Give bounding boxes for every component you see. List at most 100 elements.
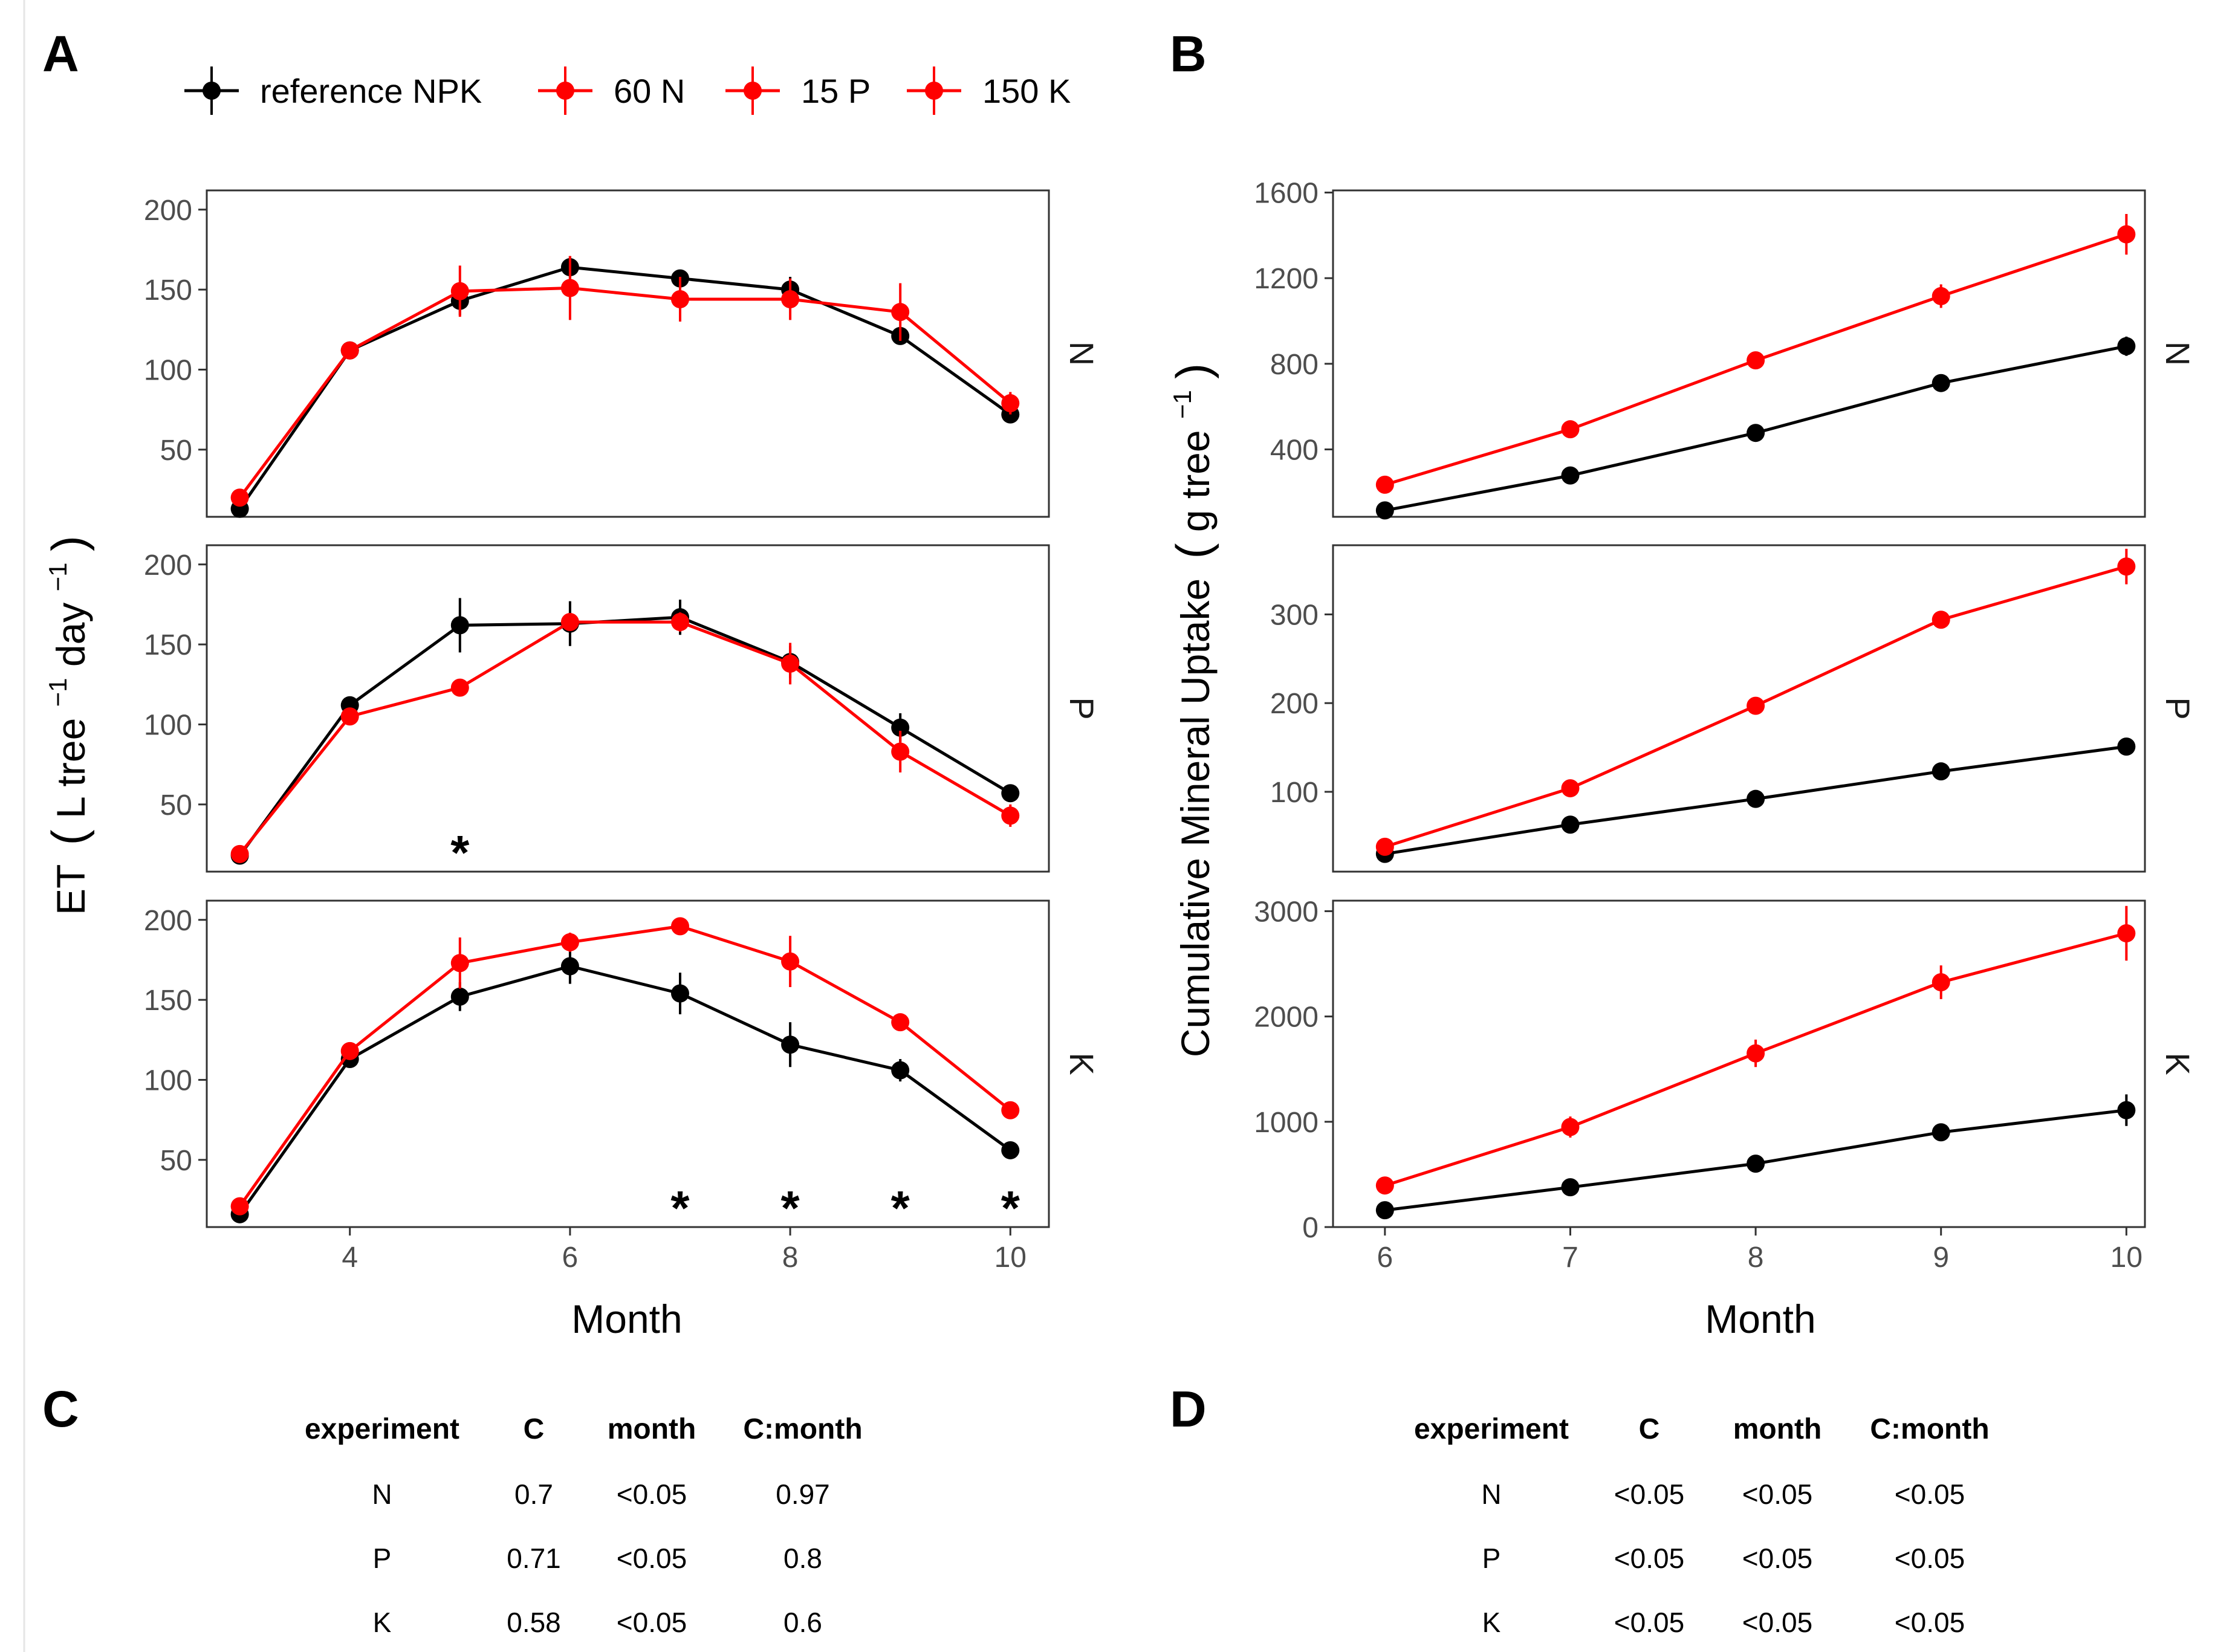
panel-a-x-tick-label: 10: [994, 1242, 1027, 1274]
table-c-cell: 0.6: [783, 1607, 822, 1638]
panel-a-data-point: [340, 341, 359, 360]
panel-b-series-reference: [1375, 1094, 2136, 1220]
panel-a-label: A: [42, 25, 79, 82]
table-c-cell: 0.8: [783, 1543, 822, 1574]
panel-a-y-tick-label: 50: [160, 1145, 192, 1177]
panel-a-facet-k: 50 100 150 200 4 6 8 10 K * * * *: [144, 899, 1101, 1274]
panel-a-strip-label: P: [1063, 697, 1101, 719]
table-c-cell: K: [373, 1607, 392, 1638]
table-d-cell: <0.05: [1895, 1543, 1965, 1574]
table-c-cell: 0.7: [514, 1479, 553, 1510]
panel-b-data-point: [1375, 1201, 1394, 1220]
panel-b-data-point: [1561, 1118, 1580, 1136]
panel-b-strip-label: N: [2159, 342, 2197, 366]
panel-a-data-point: [560, 957, 579, 976]
panel-b-y-tick-label: 2000: [1254, 1002, 1319, 1034]
legend-label: 60 N: [614, 72, 685, 110]
table-c-cell: 0.97: [776, 1479, 830, 1510]
table-d-cell: <0.05: [1614, 1543, 1684, 1574]
panel-a-facet-frame: [206, 899, 1050, 1228]
panel-b-data-point: [1561, 466, 1580, 485]
panel-b-facet-p: 100 200 300 P: [1270, 544, 2197, 873]
panel-a-y-tick-label: 50: [160, 435, 192, 467]
panel-a-facet-frame: [206, 544, 1050, 873]
table-c-row: K 0.58 <0.05 0.6: [373, 1607, 822, 1638]
panel-b-data-point: [1561, 815, 1580, 834]
panel-a-y-tick-label: 200: [144, 195, 192, 227]
legend-label: 150 K: [982, 72, 1071, 110]
panel-a-series-line: [238, 615, 1011, 857]
y-label-b-e1: −1: [1168, 390, 1196, 419]
panel-a-series-line: [238, 965, 1011, 1216]
table-d-cell: <0.05: [1614, 1607, 1684, 1638]
panel-a: A reference NPK 60 N 15 P 150 K 50 100 150 200…: [42, 25, 1101, 1341]
table-c-header-cell: month: [608, 1413, 696, 1445]
panel-b-data-point: [1932, 287, 1950, 305]
panel-a-data-point: [1001, 394, 1020, 413]
table-c-row: P 0.71 <0.05 0.8: [373, 1543, 822, 1574]
panel-b-data-point: [1375, 501, 1394, 520]
panel-b-data-point: [1932, 611, 1950, 629]
panel-a-data-point: [670, 984, 689, 1003]
panel-a-y-tick-label: 100: [144, 354, 192, 386]
y-label-b-paren-l: (: [1166, 543, 1219, 559]
panel-b-data-point: [1932, 374, 1950, 392]
panel-a-data-point: [891, 1013, 910, 1032]
panel-a-y-tick-label: 150: [144, 274, 192, 306]
table-d-row: N <0.05 <0.05 <0.05: [1481, 1479, 1965, 1510]
table-d-cell: <0.05: [1742, 1543, 1812, 1574]
panel-a-y-tick-label: 200: [144, 549, 192, 581]
legend-entry: 15 P: [725, 66, 871, 115]
panel-b-facet-n: 400 800 1200 1600 N: [1254, 178, 2197, 520]
panel-b-y-tick-label: 100: [1270, 777, 1319, 809]
panel-a-series-line: [238, 287, 1011, 499]
panel-b-series-treatment: [1375, 548, 2136, 856]
panel-a-data-point: [1001, 1141, 1020, 1159]
panel-a-data-point: [781, 290, 800, 308]
y-label-b-pre: Cumulative Mineral Uptake: [1173, 578, 1218, 1057]
panel-b-label: B: [1170, 25, 1207, 82]
panel-b-y-tick-label: 400: [1270, 434, 1319, 466]
panel-b-data-point: [1747, 351, 1765, 370]
panel-a-legend: reference NPK 60 N 15 P 150 K: [184, 66, 1071, 115]
panel-a-data-point: [450, 282, 469, 300]
panel-a-series-line: [238, 924, 1011, 1208]
table-c-row: N 0.7 <0.05 0.97: [372, 1479, 829, 1510]
y-label-a-e1: −1: [44, 678, 72, 707]
panel-a-x-tick-label: 8: [782, 1242, 799, 1274]
table-d-cell: <0.05: [1614, 1479, 1684, 1510]
panel-a-x-axis-label: Month: [571, 1297, 682, 1341]
table-c-header-cell: C:month: [743, 1413, 862, 1445]
panel-d-label: D: [1170, 1381, 1207, 1437]
panel-b-series-treatment: [1375, 905, 2136, 1195]
panel-b-data-point: [1932, 1123, 1950, 1142]
table-d-cell: K: [1482, 1607, 1501, 1638]
panel-a-data-point: [781, 952, 800, 971]
panel-b-data-point: [2117, 557, 2136, 576]
panel-a-data-point: [450, 954, 469, 973]
panel-b: B 400 800 1200 1600 N 100 200 300 P 0 1000 2000 3000…: [1155, 25, 2197, 1341]
panel-b-y-axis-label: Cumulative Mineral Uptake ( g tree −1 ): [1155, 363, 1219, 1057]
panel-b-data-point: [1932, 973, 1950, 991]
panel-a-data-point: [781, 654, 800, 673]
panel-b-y-tick-label: 1000: [1254, 1107, 1319, 1139]
panel-b-data-point: [2117, 337, 2136, 355]
table-d-cell: N: [1481, 1479, 1501, 1510]
panel-a-data-point: [891, 742, 910, 761]
panel-b-data-point: [1747, 424, 1765, 442]
table-d-cell: P: [1482, 1543, 1501, 1574]
y-label-a-pre: ET: [48, 865, 93, 915]
panel-a-y-tick-label: 150: [144, 629, 192, 661]
panel-a-data-point: [450, 616, 469, 635]
panel-a-data-point: [230, 844, 249, 863]
panel-b-data-point: [2117, 924, 2136, 942]
panel-b-data-point: [2117, 737, 2136, 756]
y-label-a-paren-r: ): [42, 536, 95, 551]
panel-b-data-point: [1747, 696, 1765, 715]
panel-b-data-point: [2117, 225, 2136, 244]
panel-a-significance-star: *: [781, 1181, 800, 1235]
table-d-cell: <0.05: [1742, 1607, 1812, 1638]
panel-a-data-point: [670, 290, 689, 308]
panel-a-data-point: [670, 917, 689, 936]
